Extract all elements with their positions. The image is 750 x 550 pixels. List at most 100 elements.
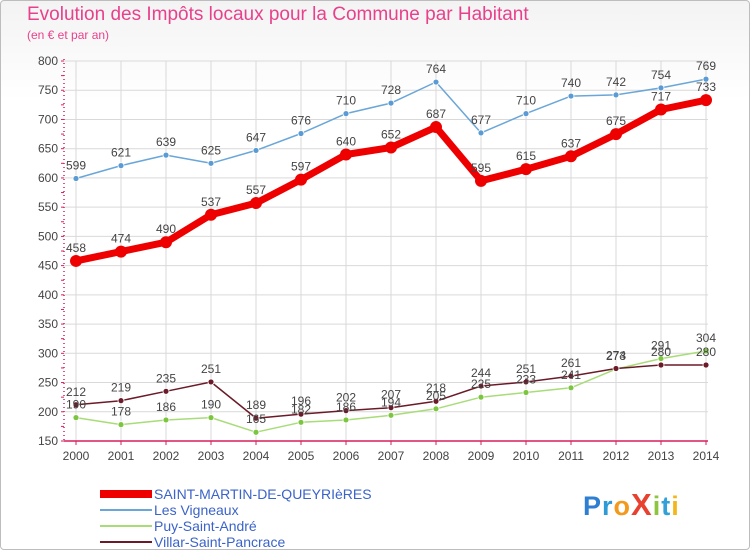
logo-letter: X: [631, 487, 653, 522]
data-label-2-2013: 291: [651, 339, 671, 353]
data-label-3-2009: 244: [471, 366, 491, 380]
series-point-0-2000: [70, 254, 82, 267]
data-label-1-2012: 742: [606, 75, 626, 89]
data-label-1-2008: 764: [426, 62, 446, 76]
series-point-2-2005: [297, 418, 305, 426]
data-label-3-2007: 207: [381, 388, 401, 402]
data-label-2-2003: 190: [201, 398, 221, 412]
series-point-3-2009: [477, 382, 485, 390]
data-label-0-2000: 458: [66, 241, 86, 255]
y-tick-label-150: 150: [38, 434, 58, 448]
series-point-3-2006: [342, 407, 350, 415]
logo-letter: i: [671, 491, 680, 521]
y-tick-label-250: 250: [38, 376, 58, 390]
series-point-0-2002: [160, 236, 172, 249]
data-label-0-2008: 687: [426, 107, 446, 121]
series-point-2-2014: [702, 347, 710, 355]
series-point-2-2002: [162, 416, 170, 424]
data-label-0-2002: 490: [156, 222, 176, 236]
proxiti-logo: ProXiti: [583, 487, 680, 523]
data-label-0-2001: 474: [111, 232, 131, 246]
x-tick-label-2006: 2006: [333, 449, 360, 463]
x-tick-label-2005: 2005: [288, 449, 315, 463]
x-tick-label-2014: 2014: [693, 449, 720, 463]
data-label-1-2010: 710: [516, 94, 536, 108]
legend-item-2: Puy-Saint-André: [100, 518, 420, 534]
legend-swatch-0: [100, 490, 152, 498]
legend-item-3: Villar-Saint-Pancrace: [100, 534, 420, 550]
data-label-0-2009: 595: [471, 161, 491, 175]
series-point-0-2004: [250, 197, 262, 210]
x-tick-label-2008: 2008: [423, 449, 450, 463]
data-label-3-2011: 261: [561, 356, 581, 370]
legend-swatch-1: [100, 509, 152, 511]
data-label-1-2013: 754: [651, 68, 671, 82]
data-label-0-2014: 733: [696, 80, 716, 94]
data-label-2-2004: 165: [246, 412, 266, 426]
x-tick-label-2013: 2013: [648, 449, 675, 463]
x-tick-label-2011: 2011: [558, 449, 584, 463]
data-label-0-2003: 537: [201, 195, 221, 209]
series-point-0-2005: [295, 173, 307, 186]
data-label-3-2014: 280: [696, 345, 716, 359]
data-label-2-2008: 205: [426, 389, 446, 403]
series-point-1-2000: [72, 175, 80, 182]
series-point-0-2014: [700, 94, 712, 107]
x-tick-label-2001: 2001: [108, 449, 135, 463]
y-tick-label-700: 700: [38, 112, 58, 126]
data-label-3-2002: 235: [156, 371, 176, 385]
data-label-1-2009: 677: [471, 113, 491, 127]
data-label-0-2006: 640: [336, 135, 356, 149]
series-point-1-2002: [162, 151, 170, 159]
data-label-3-2006: 202: [336, 391, 356, 405]
y-tick-label-300: 300: [38, 346, 58, 360]
series-point-3-2010: [522, 378, 530, 386]
series-point-1-2009: [477, 129, 485, 137]
series-point-0-2003: [205, 208, 217, 221]
y-tick-label-350: 350: [38, 317, 58, 331]
series-point-1-2014: [702, 75, 710, 83]
series-point-1-2011: [567, 92, 575, 100]
legend-label-3: Villar-Saint-Pancrace: [154, 534, 286, 550]
logo-letter: r: [602, 491, 614, 521]
data-label-0-2010: 615: [516, 149, 536, 163]
data-label-2-2001: 178: [111, 405, 131, 419]
series-point-3-2003: [207, 378, 215, 386]
data-label-3-2010: 251: [516, 362, 536, 376]
data-label-3-2001: 219: [111, 381, 131, 395]
series-point-2-2011: [567, 384, 575, 392]
series-point-3-2007: [387, 404, 395, 412]
data-label-2-2006: 186: [336, 400, 356, 414]
logo-letter: o: [613, 491, 632, 521]
y-tick-label-600: 600: [38, 171, 58, 185]
logo-letter: t: [661, 491, 672, 521]
legend-label-0: SAINT-MARTIN-DE-QUEYRIèRES: [154, 486, 372, 502]
chart-subtitle: (en € et par an): [27, 28, 110, 42]
data-label-2-2011: 241: [561, 368, 581, 382]
x-tick-label-2002: 2002: [153, 449, 180, 463]
x-tick-label-2012: 2012: [603, 449, 630, 463]
data-label-0-2013: 717: [651, 90, 671, 104]
series-point-0-2008: [430, 121, 442, 134]
series-point-1-2006: [342, 110, 350, 118]
series-point-1-2007: [387, 99, 395, 107]
series-point-0-2011: [565, 150, 577, 163]
data-label-3-2008: 218: [426, 381, 446, 395]
data-label-2-2009: 225: [471, 377, 491, 391]
series-point-2-2004: [252, 428, 260, 436]
data-label-1-2007: 728: [381, 83, 401, 97]
legend-swatch-3: [100, 541, 152, 543]
x-tick-label-2004: 2004: [243, 449, 270, 463]
series-point-2-2009: [477, 393, 485, 401]
data-label-2-2002: 186: [156, 400, 176, 414]
series-point-1-2013: [657, 84, 665, 92]
data-label-2-2007: 194: [381, 395, 401, 409]
series-point-1-2001: [117, 162, 125, 170]
data-label-1-2001: 621: [111, 146, 131, 160]
data-label-0-2011: 637: [561, 136, 581, 150]
y-tick-label-450: 450: [38, 259, 58, 273]
data-label-3-2013: 280: [651, 345, 671, 359]
series-point-1-2004: [252, 147, 260, 154]
series-point-2-2006: [342, 416, 350, 424]
